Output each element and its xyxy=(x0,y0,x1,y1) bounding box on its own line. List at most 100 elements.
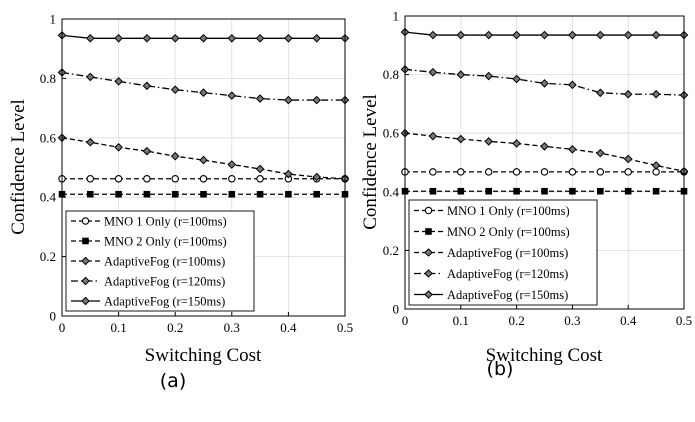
legend-marker-1 xyxy=(424,206,433,215)
data-point xyxy=(484,137,494,146)
data-point xyxy=(540,30,549,40)
legend-label-2: MNO 2 Only (r=100ms) xyxy=(104,234,227,248)
data-point xyxy=(597,187,604,195)
y-tick-label: 0 xyxy=(393,302,400,317)
y-tick-label: 0.4 xyxy=(383,184,400,199)
legend-marker-4 xyxy=(81,276,90,286)
y-axis-label: Confidence Level xyxy=(8,99,29,235)
data-point xyxy=(85,72,95,82)
data-point xyxy=(429,168,437,176)
y-tick-label: 0.8 xyxy=(383,67,399,82)
data-point xyxy=(115,190,122,198)
series-line-4 xyxy=(404,68,685,96)
y-tick-label: 0 xyxy=(50,309,57,324)
series-line-4 xyxy=(61,71,345,101)
data-point xyxy=(624,187,632,195)
legend-marker-3 xyxy=(81,256,90,266)
data-point xyxy=(568,145,577,154)
data-point xyxy=(540,142,549,151)
x-tick-label: 0.1 xyxy=(453,313,469,328)
data-point xyxy=(512,168,521,176)
y-tick-label: 0.4 xyxy=(40,190,57,205)
x-tick-label: 0 xyxy=(402,313,409,328)
data-point xyxy=(171,175,179,183)
data-point xyxy=(652,187,660,195)
legend-marker-3 xyxy=(424,248,433,257)
series-line-3 xyxy=(404,132,685,172)
data-point xyxy=(595,30,605,40)
data-point xyxy=(456,70,466,79)
legend-label-4: AdaptiveFog (r=120ms) xyxy=(104,274,225,288)
y-tick-label: 0.2 xyxy=(40,249,56,264)
data-point xyxy=(256,175,264,183)
x-tick-label: 0.4 xyxy=(280,320,297,335)
data-point xyxy=(313,190,320,198)
y-tick-label: 0.6 xyxy=(383,126,400,141)
y-tick-label: 1 xyxy=(50,12,57,27)
data-point xyxy=(227,160,237,169)
data-point xyxy=(85,33,95,43)
chart-panel-2: 0 0.1 0.2 0.3 0.4 0.5 0 0.2 0.4 0.6 0.8 1 Switching … xyxy=(360,9,692,381)
x-tick-label: 0.3 xyxy=(224,320,240,335)
data-point xyxy=(456,30,466,40)
x-axis-label: Switching Cost xyxy=(486,345,603,366)
y-tick-label: 0.2 xyxy=(383,243,399,258)
x-tick-label: 0.1 xyxy=(110,320,126,335)
plot-frame xyxy=(61,18,346,317)
data-point xyxy=(227,33,237,43)
data-point xyxy=(142,33,152,43)
data-point xyxy=(199,88,208,97)
data-point xyxy=(284,169,293,179)
legend-marker-2 xyxy=(425,228,432,235)
x-tick-label: 0.3 xyxy=(564,313,580,328)
data-point xyxy=(170,33,180,43)
data-point xyxy=(651,161,661,170)
data-point xyxy=(512,30,521,40)
legend-marker-2 xyxy=(82,237,89,245)
panel-caption: (b) xyxy=(487,358,514,380)
y-tick-label: 0.6 xyxy=(40,130,57,145)
data-point xyxy=(199,175,208,183)
legend-box xyxy=(408,199,598,306)
data-point xyxy=(457,168,465,176)
data-point xyxy=(143,190,151,198)
data-point xyxy=(227,91,237,100)
chart-panel-1: 0 0.1 0.2 0.3 0.4 0.5 0 0.2 0.4 0.6 0.8 1 Switching … xyxy=(8,12,353,393)
legend-label-1: MNO 1 Only (r=100ms) xyxy=(447,204,570,218)
data-point xyxy=(485,187,492,195)
data-point xyxy=(255,164,265,174)
data-point xyxy=(540,79,549,88)
data-point xyxy=(568,80,577,90)
data-point xyxy=(568,30,577,40)
data-point xyxy=(651,30,661,40)
data-point xyxy=(284,33,293,43)
data-point xyxy=(87,190,94,198)
data-point xyxy=(285,190,292,198)
data-point xyxy=(541,187,548,195)
data-point xyxy=(569,187,576,195)
data-point xyxy=(623,30,633,40)
data-point xyxy=(255,33,265,43)
legend-label-1: MNO 1 Only (r=100ms) xyxy=(104,214,227,228)
data-point xyxy=(595,88,605,98)
data-point xyxy=(142,146,152,156)
data-point xyxy=(199,33,208,43)
data-point xyxy=(171,190,179,198)
data-point xyxy=(114,77,123,86)
data-point xyxy=(651,89,661,99)
data-point xyxy=(623,89,633,99)
data-point xyxy=(428,67,438,77)
data-point xyxy=(312,33,322,43)
data-point xyxy=(512,74,521,84)
data-point xyxy=(170,85,180,94)
legend-label-5: AdaptiveFog (r=150ms) xyxy=(447,288,568,302)
legend-marker-5 xyxy=(81,296,90,306)
panel-caption: (a) xyxy=(160,370,186,392)
y-tick-label: 0.8 xyxy=(40,71,56,86)
data-point xyxy=(484,168,493,176)
x-tick-label: 0.2 xyxy=(508,313,524,328)
x-tick-label: 0 xyxy=(59,320,66,335)
data-point xyxy=(568,168,577,176)
data-point xyxy=(312,95,322,105)
